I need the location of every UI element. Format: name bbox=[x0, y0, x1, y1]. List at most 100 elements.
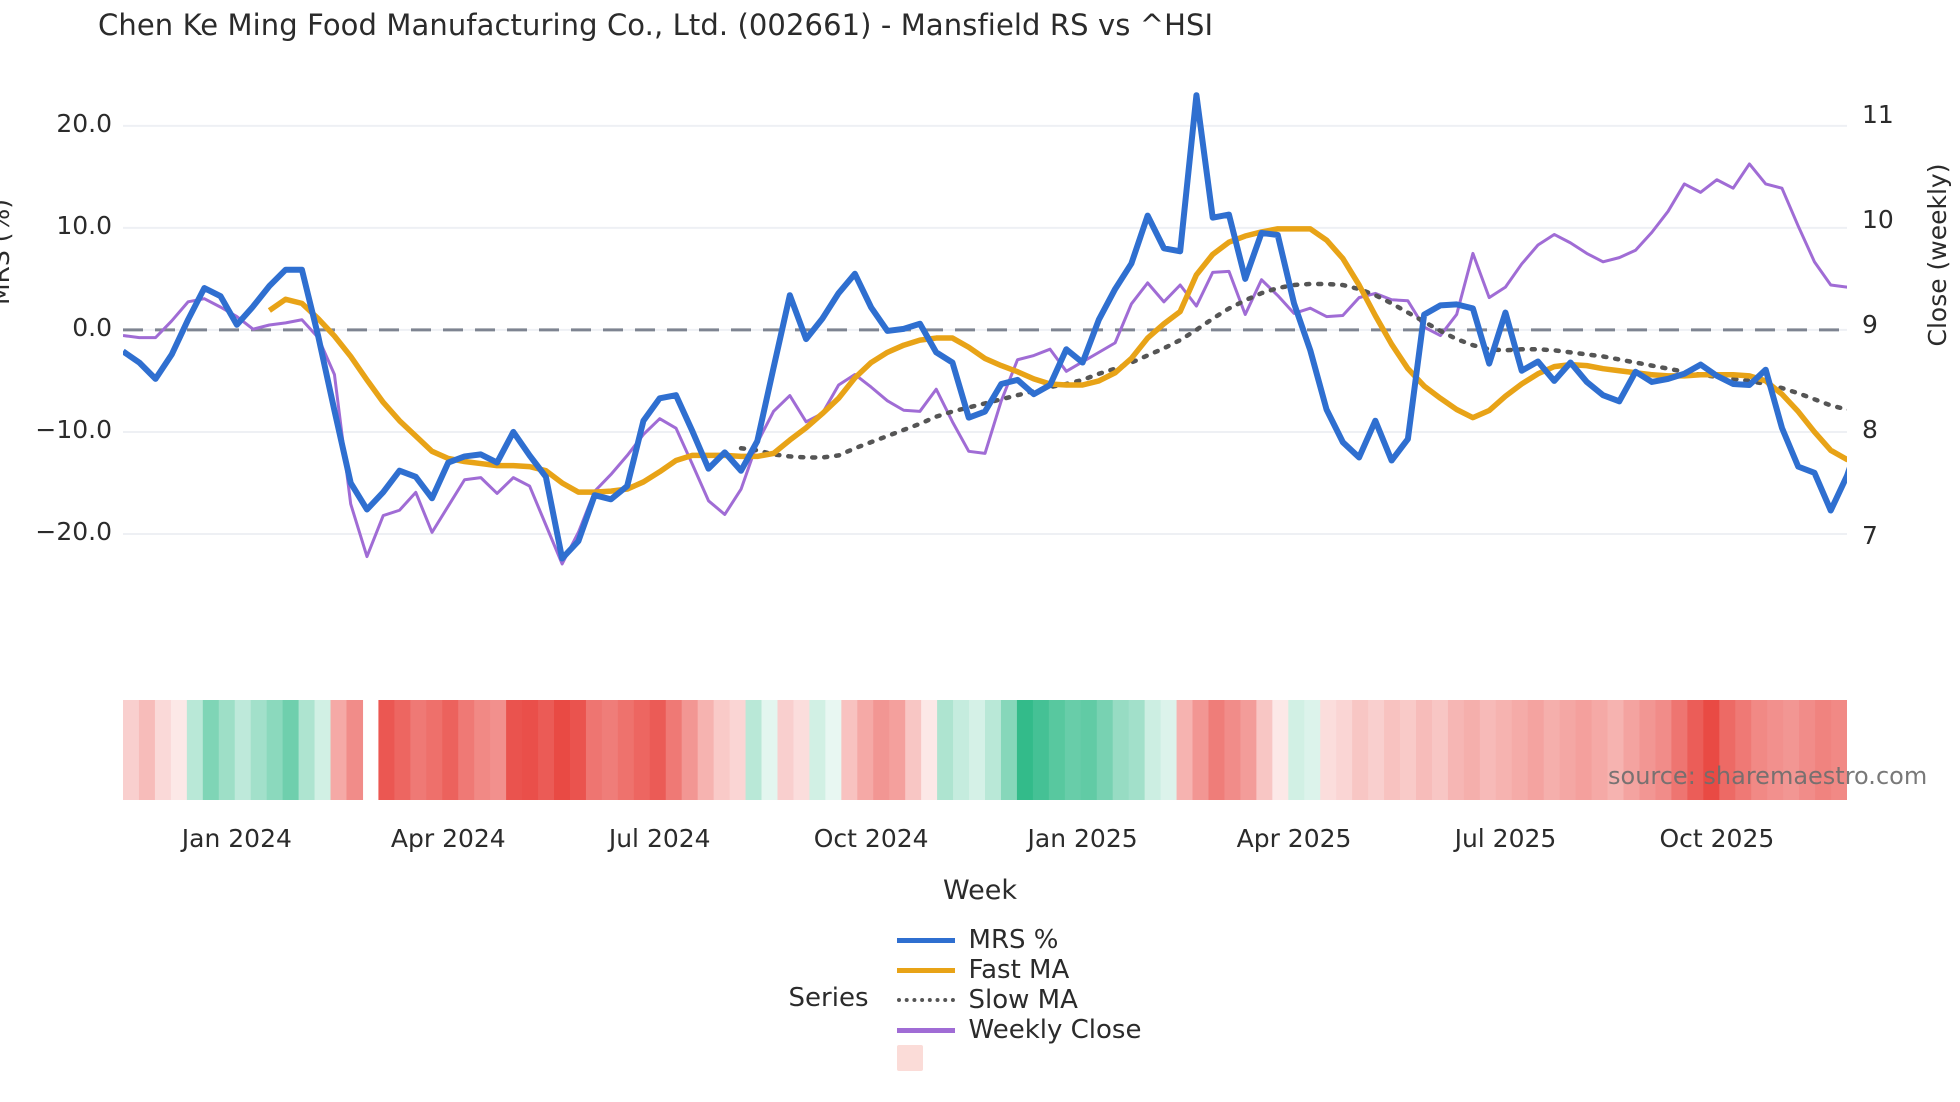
heatmap-cell bbox=[905, 700, 922, 800]
heatmap-cell bbox=[554, 700, 571, 800]
heatmap-cell bbox=[1416, 700, 1433, 800]
x-axis-tick: Apr 2025 bbox=[1236, 824, 1352, 853]
legend-label: Slow MA bbox=[968, 985, 1078, 1015]
y-axis-right-tick: 10 bbox=[1862, 204, 1894, 234]
legend-line-swatch-dotted bbox=[896, 998, 955, 1002]
legend-item[interactable]: Slow MA bbox=[896, 985, 1142, 1015]
x-axis-tick: Apr 2024 bbox=[390, 824, 506, 853]
heatmap-cell bbox=[697, 700, 715, 800]
y-axis-left-label: MRS (%) bbox=[0, 198, 15, 306]
heatmap-cell bbox=[538, 700, 555, 800]
heatmap-cell bbox=[1447, 700, 1465, 800]
heatmap-cell bbox=[1352, 700, 1369, 800]
heatmap-cell bbox=[985, 700, 1002, 800]
heatmap-cell bbox=[1543, 700, 1561, 800]
x-axis-label: Week bbox=[943, 875, 1017, 906]
heatmap-cell bbox=[218, 700, 236, 800]
heatmap-cell bbox=[458, 700, 475, 800]
legend-item[interactable]: MRS % bbox=[896, 925, 1142, 955]
heatmap-cell bbox=[1703, 700, 1720, 800]
heatmap-cell bbox=[1160, 700, 1178, 800]
heatmap-cell bbox=[857, 700, 874, 800]
heatmap-cell bbox=[777, 700, 795, 800]
heatmap-cell bbox=[490, 700, 507, 800]
heatmap-cell bbox=[1224, 700, 1241, 800]
heatmap-cell bbox=[1208, 700, 1226, 800]
heatmap-cell bbox=[250, 700, 268, 800]
heatmap-cell bbox=[1639, 700, 1657, 800]
heatmap-cell bbox=[969, 700, 986, 800]
heatmap-cell bbox=[793, 700, 810, 800]
heatmap-cell bbox=[1591, 700, 1609, 800]
heatmap-cell bbox=[474, 700, 491, 800]
y-axis-right-tick: 11 bbox=[1862, 99, 1894, 129]
main-plot-area bbox=[123, 85, 1847, 585]
x-axis-tick: Jul 2024 bbox=[608, 824, 711, 853]
heatmap-cell bbox=[617, 700, 635, 800]
heatmap-cell bbox=[426, 700, 443, 800]
heatmap-cell bbox=[745, 700, 763, 800]
heatmap-cell bbox=[1336, 700, 1353, 800]
heatmap-cell bbox=[1064, 700, 1082, 800]
heatmap-cell bbox=[234, 700, 252, 800]
heatmap-cell bbox=[298, 700, 316, 800]
heatmap-cell bbox=[1112, 700, 1130, 800]
legend-label: Weekly Close bbox=[968, 1015, 1142, 1045]
y-axis-left-tick: 10.0 bbox=[56, 210, 112, 240]
x-axis-tick: Oct 2025 bbox=[1659, 824, 1775, 853]
heatmap-cell bbox=[1479, 700, 1497, 800]
y-axis-left-tick: 0.0 bbox=[72, 312, 112, 342]
heatmap-cell bbox=[186, 700, 204, 800]
heatmap-cell bbox=[1096, 700, 1114, 800]
legend-item[interactable]: Weekly Close bbox=[896, 1015, 1142, 1045]
heatmap-cell bbox=[394, 700, 411, 800]
legend-item[interactable] bbox=[896, 1045, 1142, 1071]
plot-svg bbox=[123, 92, 1847, 566]
x-axis-tick: Jan 2025 bbox=[1027, 824, 1138, 853]
legend-line-swatch bbox=[896, 967, 955, 973]
heatmap-cell bbox=[138, 700, 156, 800]
heatmap-cell bbox=[1799, 700, 1816, 800]
x-axis-tick: Jul 2025 bbox=[1454, 824, 1557, 853]
y-axis-left-tick: 20.0 bbox=[56, 108, 112, 138]
heatmap-cell bbox=[841, 700, 858, 800]
heatmap-cell bbox=[506, 700, 523, 800]
heatmap-cell bbox=[1527, 700, 1545, 800]
heatmap-cell bbox=[1192, 700, 1210, 800]
heatmap-cell bbox=[442, 700, 459, 800]
legend-color-swatch bbox=[896, 1045, 923, 1071]
heatmap-cell bbox=[1511, 700, 1529, 800]
heatmap-cell bbox=[1783, 700, 1800, 800]
legend-item[interactable]: Fast MA bbox=[896, 955, 1142, 985]
heatmap-cell bbox=[1032, 700, 1050, 800]
heatmap-cell bbox=[154, 700, 172, 800]
heatmap-cell bbox=[1687, 700, 1704, 800]
heatmap-cell bbox=[266, 700, 284, 800]
heatmap-cell bbox=[123, 700, 140, 800]
chart-legend: Series MRS % Fast MA Slow MA Weekly Close bbox=[0, 925, 1960, 1071]
source-watermark: source: sharemaestro.com bbox=[1608, 762, 1928, 790]
y-axis-left-tick: −10.0 bbox=[35, 414, 112, 444]
chart-title: Chen Ke Ming Food Manufacturing Co., Ltd… bbox=[98, 8, 1214, 42]
heatmap-cell bbox=[809, 700, 826, 800]
heatmap-cell bbox=[825, 700, 842, 800]
heatmap-cell bbox=[1384, 700, 1401, 800]
heatmap-cell bbox=[170, 700, 188, 800]
heatmap-cell bbox=[889, 700, 906, 800]
heatmap-cell bbox=[1623, 700, 1641, 800]
heatmap-cell bbox=[1144, 700, 1162, 800]
heatmap-cell bbox=[601, 700, 619, 800]
series-line-mrs bbox=[123, 92, 1847, 562]
heatmap-cell bbox=[1080, 700, 1098, 800]
heatmap-cell bbox=[921, 700, 938, 800]
heatmap-cell bbox=[1048, 700, 1066, 800]
heatmap-cell bbox=[1240, 700, 1257, 800]
heatmap-cell bbox=[1368, 700, 1385, 800]
y-axis-right-tick: 9 bbox=[1862, 310, 1878, 340]
heatmap-cell bbox=[1831, 700, 1847, 800]
heatmap-cell bbox=[1671, 700, 1688, 800]
heatmap-cell bbox=[1719, 700, 1736, 800]
legend-label: Fast MA bbox=[968, 955, 1070, 985]
heatmap-cell bbox=[761, 700, 779, 800]
